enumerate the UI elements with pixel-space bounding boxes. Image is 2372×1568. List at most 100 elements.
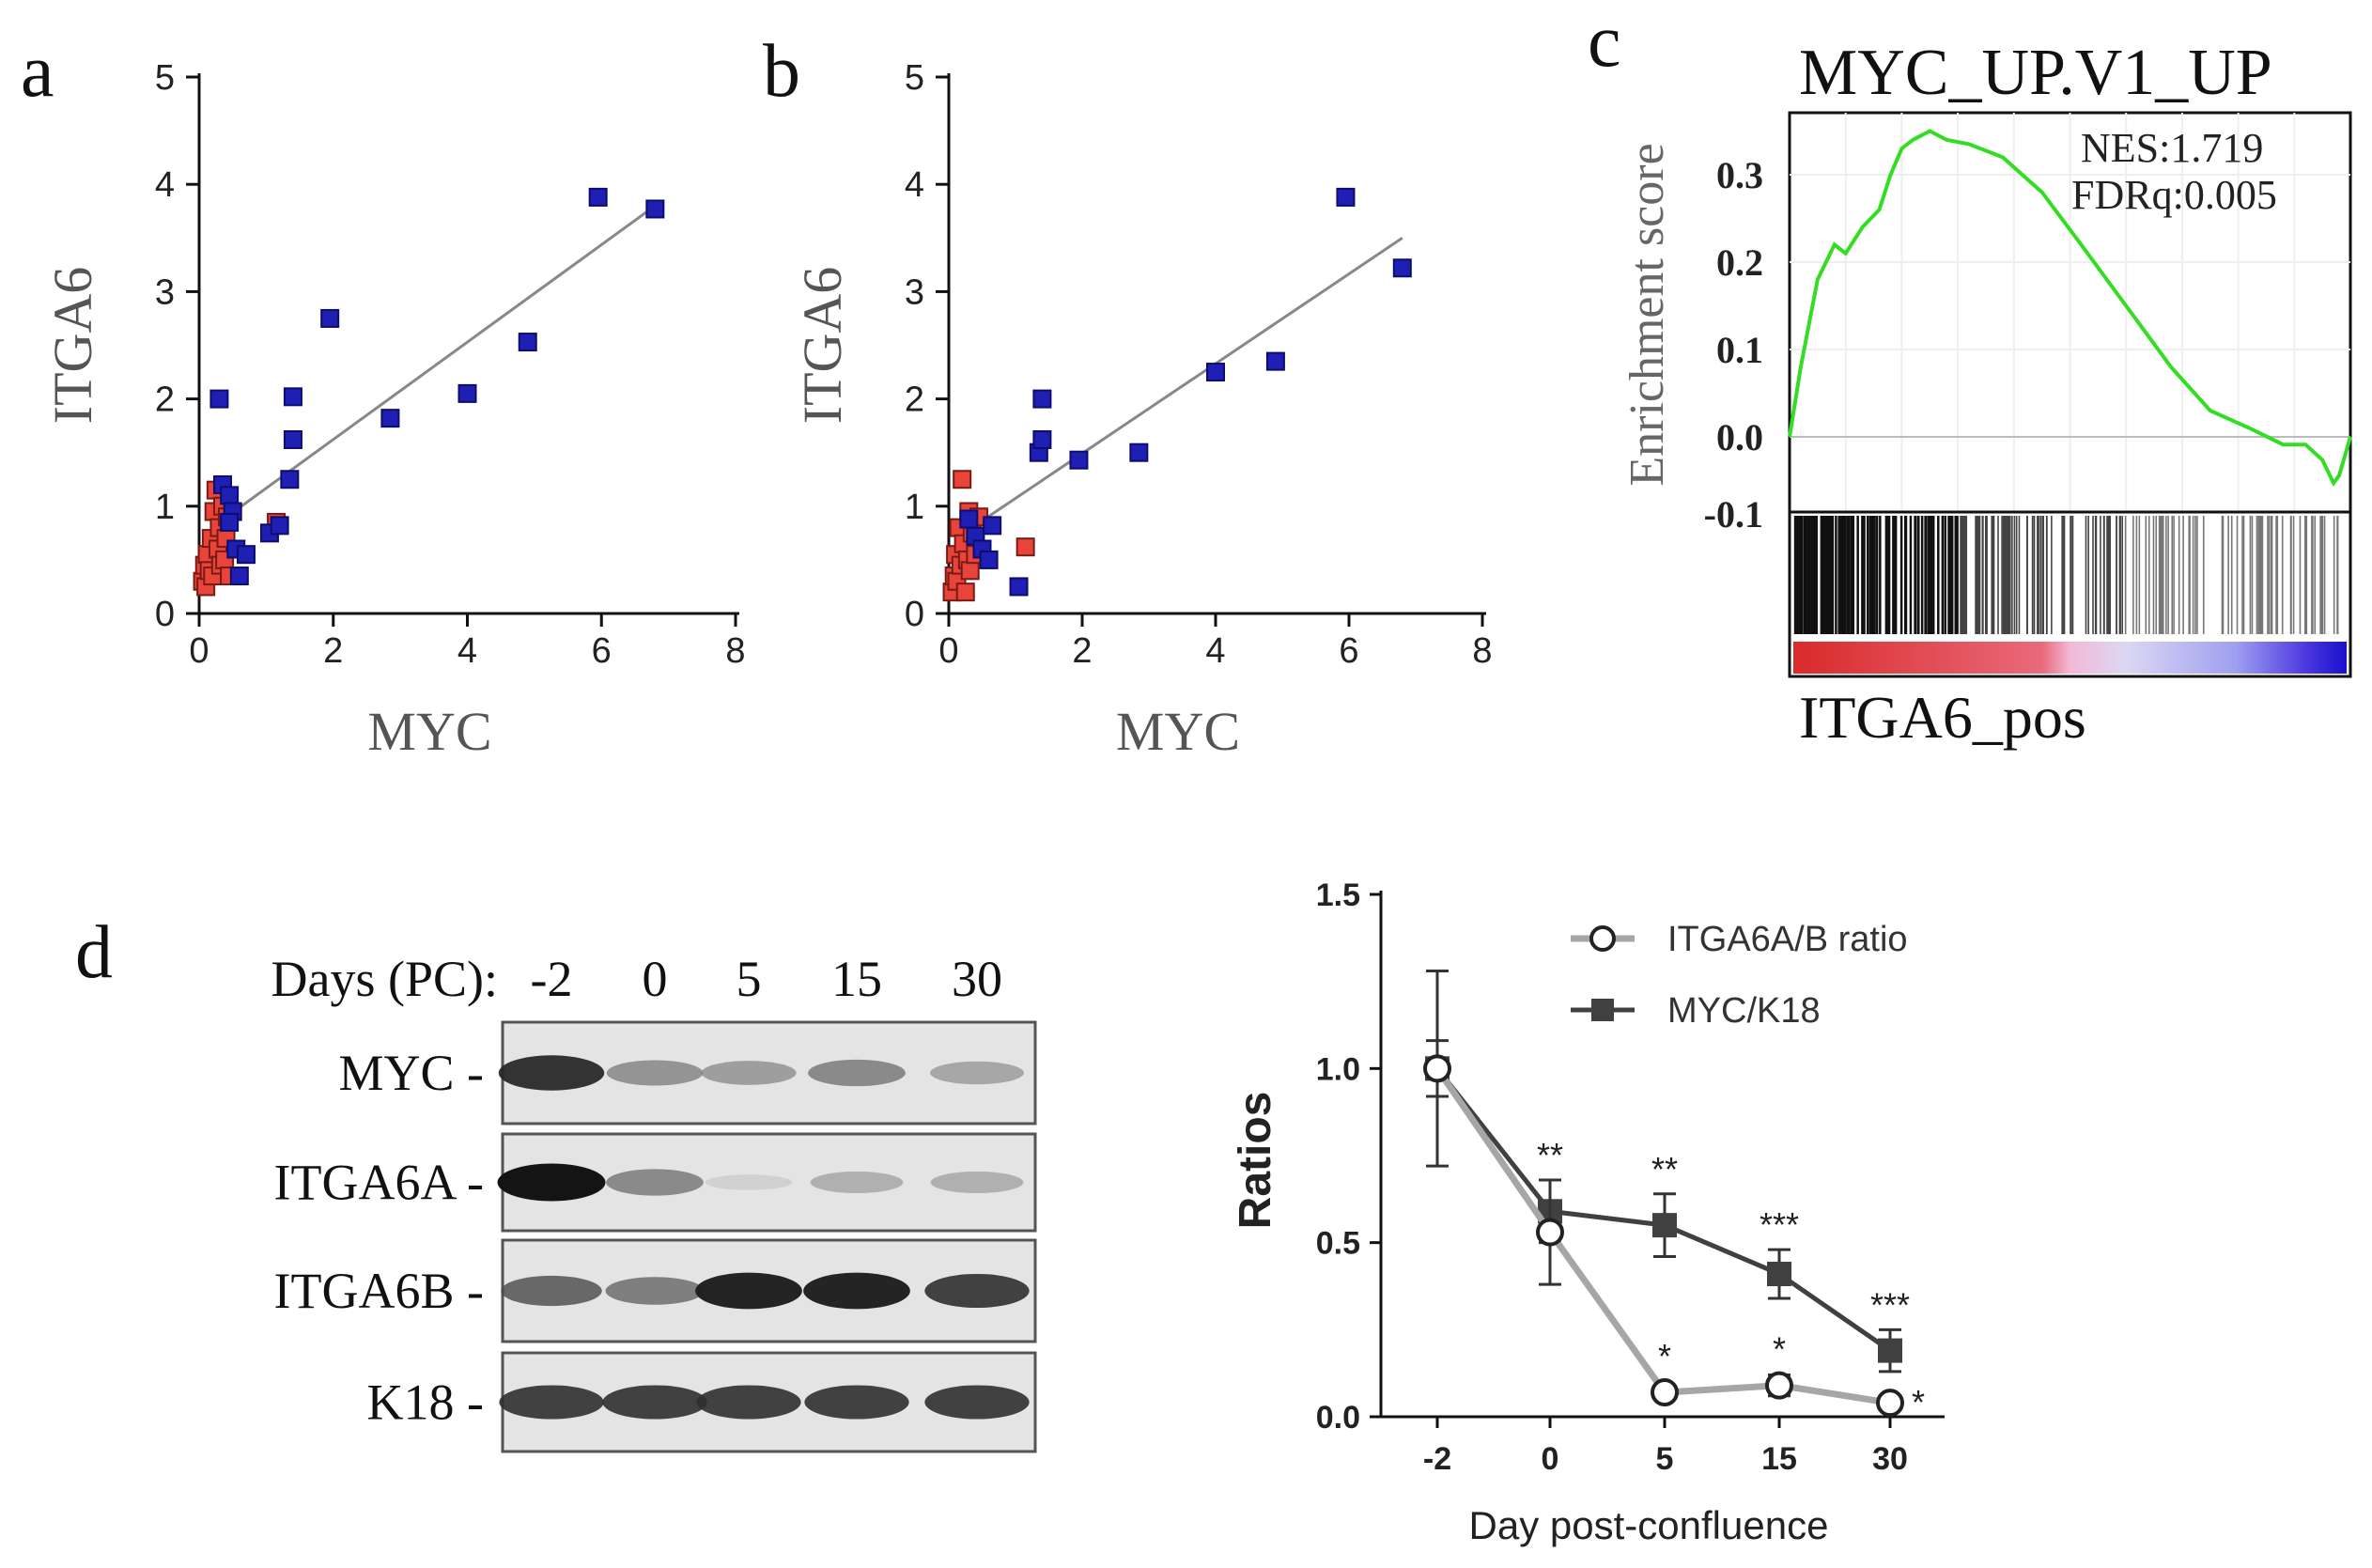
y-tick-label: 4 xyxy=(155,165,175,205)
x-axis-label: MYC xyxy=(1116,701,1240,762)
legend-label-ratio: ITGA6A/B ratio xyxy=(1667,920,1908,959)
data-point-blue xyxy=(588,187,608,207)
x-tick-label: 5 xyxy=(1656,1441,1674,1477)
blot-band xyxy=(701,1061,797,1085)
y-tick-label: 0 xyxy=(905,595,924,634)
scatter-plot-a: 0 2 4 6 8 0 1 2 3 4 5 MYC ITGA6 xyxy=(42,58,746,762)
enrichment-curve xyxy=(1788,129,2352,488)
data-point-blue xyxy=(979,550,999,569)
data-point-blue xyxy=(1129,442,1149,462)
y-tick-label: 1.0 xyxy=(1316,1051,1360,1087)
data-point-blue xyxy=(457,383,477,403)
x-tick-label: 2 xyxy=(323,631,343,671)
trend-line xyxy=(968,237,1403,532)
x-axis-label: ITGA6_pos xyxy=(1799,684,2086,751)
blot-band xyxy=(930,1061,1024,1085)
x-tick-label: 6 xyxy=(592,631,612,671)
scatter-plot-b: 0 2 4 6 8 0 1 2 3 4 5 MYC ITGA6 xyxy=(792,58,1493,762)
data-point-blue xyxy=(283,387,302,407)
data-point-red xyxy=(953,470,972,489)
data-point-blue xyxy=(220,486,240,505)
gsea-plot-c: MYC_UP.V1_UP 0.3 0.2 0.1 0.0 -0.1 Enrichment s… xyxy=(1620,37,2352,751)
y-tick-label: 1.5 xyxy=(1316,877,1360,913)
blot-band xyxy=(497,1163,606,1202)
x-tick-label: 8 xyxy=(725,631,745,671)
y-tick-label: -0.1 xyxy=(1704,493,1763,536)
x-axis-label: Day post-confluence xyxy=(1469,1503,1829,1547)
blot-band xyxy=(924,1385,1030,1420)
trend-line xyxy=(218,204,657,524)
x-tick-label: 6 xyxy=(1339,631,1358,671)
blot-day-label: 15 xyxy=(831,951,882,1007)
panel-label-d: d xyxy=(75,911,113,994)
data-point-ratio xyxy=(1876,1389,1904,1418)
blot-band xyxy=(804,1385,909,1420)
blot-band xyxy=(606,1169,704,1196)
data-point-red xyxy=(960,561,980,581)
significance-stars: * xyxy=(1912,1383,1925,1421)
blot-band xyxy=(605,1277,705,1305)
y-tick-label: 3 xyxy=(155,272,175,312)
panel-label-c: c xyxy=(1588,0,1621,83)
data-point-blue xyxy=(983,516,1002,536)
data-point-blue xyxy=(283,429,302,449)
significance-stars: *** xyxy=(1870,1285,1910,1324)
line-plot-d: 0.0 0.5 1.0 1.5 -2 0 5 15 30 Day post-confluence R… xyxy=(1231,877,1945,1547)
y-tick-label: 0.5 xyxy=(1316,1226,1360,1262)
hit-barcode xyxy=(1793,516,2339,634)
data-point-blue xyxy=(1032,429,1052,449)
western-blot: Days (PC): -2 0 5 15 30 MYC - ITGA6A - ITGA6B - K… xyxy=(271,951,1037,1453)
significance-stars: ** xyxy=(1651,1150,1678,1188)
x-tick-label: -2 xyxy=(1423,1441,1451,1477)
blot-row-label: ITGA6A - xyxy=(274,1155,484,1211)
blot-header-label: Days (PC): xyxy=(271,951,499,1007)
data-point-myc xyxy=(1878,1338,1902,1363)
legend-marker-myc xyxy=(1591,999,1614,1021)
panel-label-b: b xyxy=(763,30,800,113)
y-tick-label: 0.3 xyxy=(1716,154,1763,196)
y-tick-label: 0 xyxy=(155,595,175,634)
data-point-blue xyxy=(1032,389,1052,409)
blot-day-label: 30 xyxy=(952,951,1002,1007)
blot-day-label: 0 xyxy=(643,951,668,1007)
significance-stars: *** xyxy=(1760,1205,1799,1244)
data-point-blue xyxy=(236,545,256,565)
y-axis-label: Enrichment score xyxy=(1620,143,1674,486)
blot-band xyxy=(810,1171,904,1194)
y-tick-label: 1 xyxy=(155,488,175,527)
blot-band xyxy=(930,1171,1024,1194)
y-tick-label: 5 xyxy=(155,58,175,98)
x-tick-label: 8 xyxy=(1472,631,1492,671)
blot-band xyxy=(606,1060,704,1086)
series-itga6ab-ratio: * ** xyxy=(1423,970,1925,1421)
data-point-blue xyxy=(645,199,665,219)
nes-annotation: NES:1.719 xyxy=(2081,125,2263,171)
x-axis-label: MYC xyxy=(367,701,491,762)
data-point-myc xyxy=(1652,1213,1677,1238)
significance-stars: ** xyxy=(1537,1136,1563,1174)
y-tick-label: 0.2 xyxy=(1716,241,1763,284)
y-tick-label: 0.0 xyxy=(1716,416,1763,458)
blot-band xyxy=(808,1059,906,1087)
panel-label-a: a xyxy=(21,30,54,113)
data-point-ratio xyxy=(1536,1218,1564,1247)
y-tick-label: 4 xyxy=(905,165,924,205)
blot-band xyxy=(803,1272,910,1310)
data-point-red xyxy=(955,582,975,602)
data-point-blue xyxy=(518,333,537,352)
y-tick-label: 1 xyxy=(905,488,924,527)
blot-band xyxy=(924,1273,1030,1309)
y-tick-label: 3 xyxy=(905,272,924,312)
x-tick-label: 0 xyxy=(938,631,958,671)
y-axis-label: Ratios xyxy=(1231,1092,1280,1230)
blot-band xyxy=(501,1275,602,1307)
blot-band xyxy=(696,1385,801,1420)
data-point-blue xyxy=(380,409,400,428)
blot-band xyxy=(499,1385,604,1420)
x-tick-label: 0 xyxy=(189,631,209,671)
blot-band xyxy=(695,1272,802,1310)
y-tick-label: 2 xyxy=(905,380,924,420)
data-point-blue xyxy=(1206,363,1225,382)
blot-day-label: -2 xyxy=(531,951,573,1007)
y-axis-label: ITGA6 xyxy=(42,267,103,425)
